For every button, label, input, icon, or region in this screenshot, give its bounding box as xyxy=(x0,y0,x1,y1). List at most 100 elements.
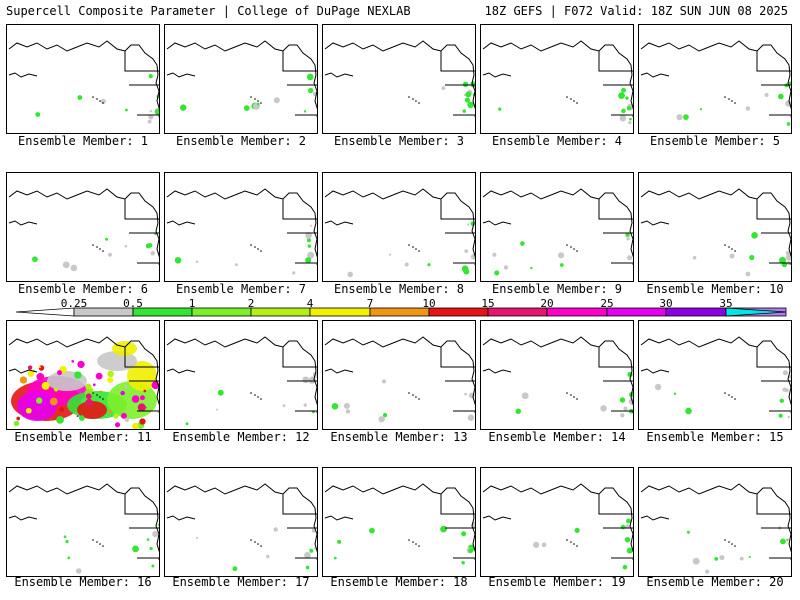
hawaii-island xyxy=(254,394,256,396)
ensemble-member-map xyxy=(164,467,318,577)
scp-speckle xyxy=(113,413,119,419)
hawaii-island xyxy=(102,102,104,104)
scp-speckle xyxy=(621,87,627,93)
scp-speckle xyxy=(303,403,307,407)
scp-speckle xyxy=(75,568,82,574)
map-canvas xyxy=(166,40,317,117)
map-canvas xyxy=(166,188,317,275)
coastline xyxy=(640,220,670,226)
scp-speckle xyxy=(467,101,474,109)
scp-speckle xyxy=(461,531,467,537)
scp-speckle xyxy=(195,536,199,539)
scp-speckle xyxy=(107,377,114,383)
coastline xyxy=(124,494,159,559)
scp-speckle xyxy=(620,524,626,530)
coastline xyxy=(76,336,159,413)
coastline xyxy=(392,336,475,413)
scp-speckle xyxy=(256,102,260,106)
scp-speckle xyxy=(470,253,475,260)
scp-speckle xyxy=(440,525,447,533)
ensemble-member-map xyxy=(322,467,476,577)
scp-speckle xyxy=(306,238,311,243)
scp-speckle xyxy=(27,365,33,370)
hawaii-island xyxy=(96,541,98,543)
ensemble-member-map xyxy=(638,320,792,430)
hawaii-island xyxy=(99,100,101,102)
scp-speckle xyxy=(302,376,310,384)
scp-speckle xyxy=(468,548,474,554)
colorbar-segment xyxy=(309,307,371,317)
coastline xyxy=(598,51,633,116)
scp-speckle xyxy=(745,106,751,111)
scp-speckle xyxy=(306,73,314,81)
ensemble-member-label: Ensemble Member: 7 xyxy=(175,282,307,296)
scp-speckle xyxy=(108,252,112,257)
scp-speckle xyxy=(157,523,159,526)
hawaii-island xyxy=(734,250,736,252)
ensemble-member-map xyxy=(322,320,476,430)
hawaii-island xyxy=(92,392,94,394)
hawaii-island xyxy=(102,545,104,547)
coastline xyxy=(324,338,394,348)
hawaii-island xyxy=(724,96,726,98)
map-title: Supercell Composite Parameter | College … xyxy=(6,4,411,18)
coastline xyxy=(392,188,475,265)
coastline xyxy=(482,485,552,495)
colorbar-segment xyxy=(250,307,311,317)
coastline xyxy=(166,515,196,521)
coastline xyxy=(76,188,159,265)
hawaii-island xyxy=(99,396,101,398)
ensemble-member-map xyxy=(164,172,318,282)
scp-speckle xyxy=(132,422,139,429)
scp-shaded-area xyxy=(17,391,57,421)
scp-speckle xyxy=(627,255,633,261)
scp-speckle xyxy=(62,261,70,269)
scp-speckle xyxy=(124,108,128,112)
hawaii-island xyxy=(92,96,94,98)
ensemble-member-label: Ensemble Member: 2 xyxy=(175,134,307,148)
scp-speckle xyxy=(785,250,791,256)
scp-speckle xyxy=(781,261,788,268)
coastline xyxy=(640,368,670,374)
scp-speckle xyxy=(520,241,525,246)
scp-speckle xyxy=(76,414,79,418)
coastline xyxy=(550,188,633,265)
scp-speckle xyxy=(150,251,155,256)
ensemble-member-label: Ensemble Member: 12 xyxy=(172,430,310,444)
scp-speckle xyxy=(78,415,85,421)
scp-speckle xyxy=(381,417,385,421)
coastline xyxy=(708,40,791,117)
coastline xyxy=(440,494,475,559)
ensemble-member-map xyxy=(6,24,160,134)
coastline xyxy=(640,72,670,78)
scp-speckle xyxy=(786,538,789,542)
coastline xyxy=(8,368,38,374)
hawaii-island xyxy=(102,398,104,400)
ensemble-member-map xyxy=(322,172,476,282)
scp-speckle xyxy=(441,86,446,91)
colorbar-segment xyxy=(428,307,489,317)
coastline xyxy=(76,483,159,560)
colorbar xyxy=(15,307,787,317)
scp-speckle xyxy=(777,93,784,100)
scp-speckle xyxy=(676,114,683,121)
coastline xyxy=(392,40,475,117)
coastline xyxy=(756,51,791,116)
coastline xyxy=(234,40,317,117)
scp-speckle xyxy=(265,554,270,559)
map-canvas xyxy=(640,483,791,574)
scp-speckle xyxy=(311,528,316,533)
ensemble-member-map xyxy=(480,320,634,430)
hawaii-island xyxy=(408,244,410,246)
scp-speckle xyxy=(782,387,787,392)
coastline xyxy=(234,188,317,265)
hawaii-island xyxy=(566,244,568,246)
scp-speckle xyxy=(305,257,312,264)
hawaii-island xyxy=(99,543,101,545)
scp-speckle xyxy=(99,390,102,393)
scp-speckle xyxy=(559,263,564,267)
scp-speckle xyxy=(628,120,632,125)
map-canvas xyxy=(8,483,159,574)
scp-speckle xyxy=(748,555,751,559)
coastline xyxy=(166,220,196,226)
